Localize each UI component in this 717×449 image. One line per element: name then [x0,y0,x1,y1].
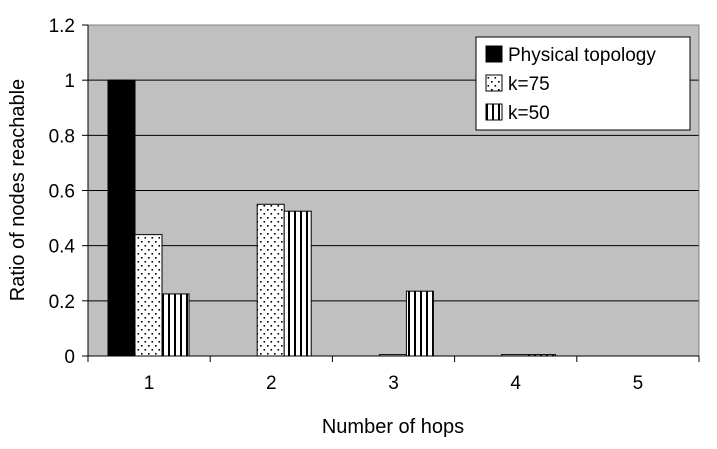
y-tick-label: 1 [64,71,75,92]
y-tick-label: 0.6 [49,182,75,203]
legend: Physical topology k=75 k=50 [475,36,691,131]
y-tick-label: 0.2 [49,292,75,313]
legend-swatch [485,45,503,63]
x-axis-label: Number of hops [322,416,464,438]
y-tick-label: 0.4 [49,237,76,258]
bar [283,210,312,357]
bar [161,293,190,357]
legend-label: k=75 [508,74,550,95]
bars [107,79,557,357]
y-axis-label: Ratio of nodes reachable [7,79,29,301]
bar [134,234,163,357]
legend-swatch [485,74,503,92]
bar [405,290,434,357]
y-tick-label: 0 [64,347,75,368]
x-tick-label: 1 [144,373,155,394]
y-tick-label: 0.8 [49,126,75,147]
axes [82,24,700,362]
x-tick-label: 2 [266,373,277,394]
x-tick-label: 4 [510,373,521,394]
legend-swatch [485,103,503,121]
bar [107,79,136,357]
x-tick-label: 3 [388,373,399,394]
y-tick-label: 1.2 [49,16,75,37]
x-tick-labels: 1 2 3 4 5 [144,373,643,394]
y-tick-labels: 0 0.2 0.4 0.6 0.8 1 1.2 [49,16,76,368]
legend-items: Physical topology k=75 k=50 [485,45,656,124]
legend-box [475,36,691,131]
bar [256,203,285,357]
x-tick-label: 5 [633,373,644,394]
legend-label: k=50 [508,103,550,124]
legend-label: Physical topology [508,45,656,66]
